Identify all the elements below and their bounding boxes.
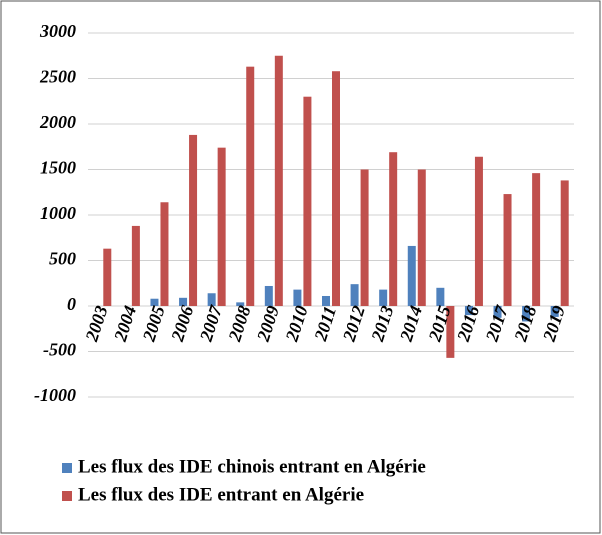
legend-swatch	[62, 491, 72, 501]
bar	[131, 225, 140, 306]
y-tick-label: -500	[43, 340, 76, 360]
bar	[217, 147, 226, 306]
y-tick-label: 500	[49, 249, 76, 269]
bar	[436, 287, 445, 306]
bar	[522, 306, 531, 322]
legend-label: Les flux des IDE entrant en Algérie	[78, 484, 364, 505]
bar	[446, 306, 455, 358]
bar	[332, 71, 340, 306]
bar	[246, 66, 255, 306]
bar	[207, 293, 216, 306]
bar	[179, 297, 188, 306]
bar	[303, 96, 312, 306]
bar	[417, 169, 426, 306]
bar	[293, 289, 302, 306]
bar	[474, 156, 483, 306]
bar	[493, 306, 502, 318]
bar	[407, 245, 416, 306]
legend-swatch	[62, 463, 72, 473]
bar	[236, 302, 245, 306]
y-tick-label: -1000	[34, 385, 76, 405]
bar	[322, 295, 330, 306]
y-tick-label: 0	[67, 294, 76, 314]
bar	[350, 284, 359, 306]
bar	[560, 180, 569, 306]
bar	[532, 173, 541, 306]
bar	[389, 152, 398, 306]
bar	[464, 306, 473, 316]
y-tick-label: 3000	[39, 21, 76, 41]
bar	[264, 285, 273, 306]
bar	[103, 248, 112, 306]
y-tick-label: 2500	[39, 67, 76, 87]
bar	[274, 55, 283, 306]
y-tick-label: 1000	[40, 203, 76, 223]
bar	[379, 289, 388, 306]
y-tick-label: 2000	[39, 112, 76, 132]
bar	[160, 202, 169, 306]
bar	[360, 169, 369, 306]
bar	[550, 306, 559, 317]
bar	[150, 298, 159, 306]
legend-label: Les flux des IDE chinois entrant en Algé…	[78, 456, 426, 477]
bar	[189, 134, 198, 306]
y-tick-label: 1500	[40, 158, 76, 178]
bar	[503, 194, 512, 306]
